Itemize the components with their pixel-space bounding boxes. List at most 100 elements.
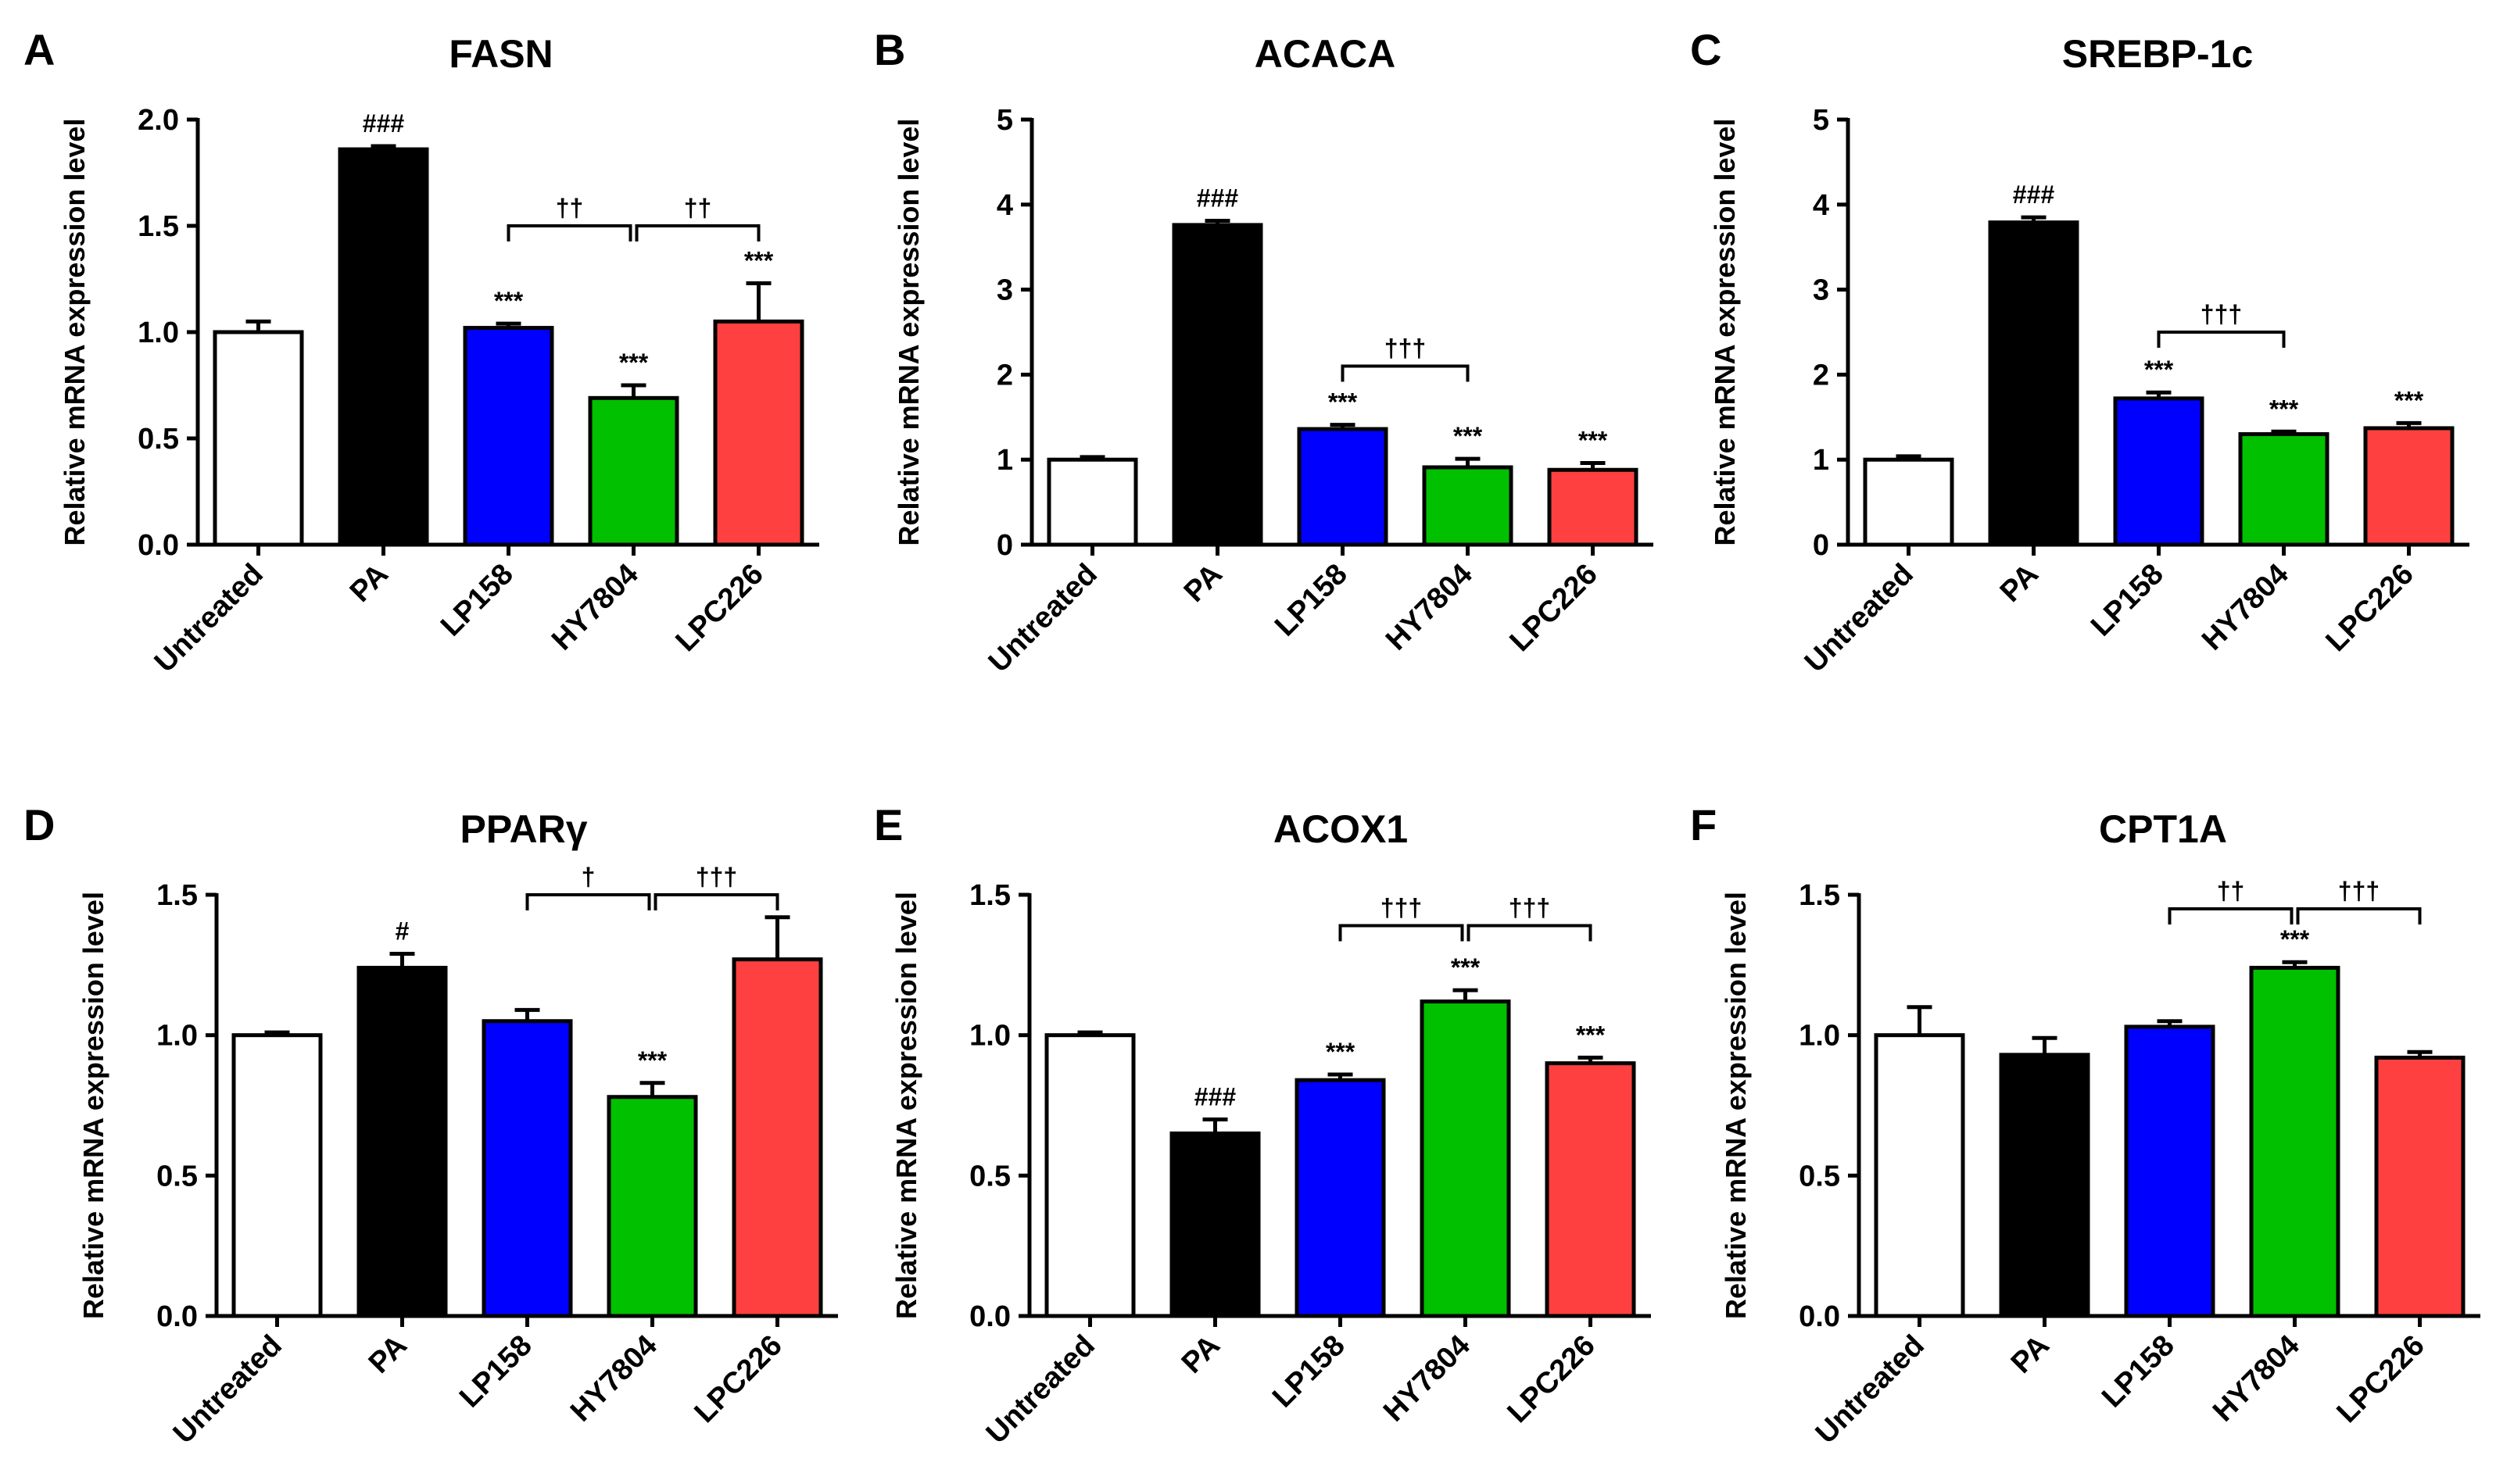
bracket-label: †† xyxy=(556,194,584,222)
significance-label: ### xyxy=(1197,184,1239,212)
bracket-label: ††† xyxy=(1509,894,1550,922)
panel-letter: B xyxy=(874,25,905,74)
bracket-label: ††† xyxy=(696,863,737,891)
y-tick-label: 1.0 xyxy=(1799,1020,1840,1053)
bar-lpc226 xyxy=(732,957,823,1318)
bar-pa xyxy=(1988,220,2079,547)
bracket-label: ††† xyxy=(2201,300,2242,328)
y-tick-label: 0 xyxy=(997,529,1013,562)
chart-title: ACACA xyxy=(1255,32,1396,76)
y-axis-label: Relative mRNA expression level xyxy=(893,119,925,546)
chart-title: FASN xyxy=(449,32,553,76)
significance-bracket xyxy=(1341,364,1470,382)
significance-label: *** xyxy=(1328,388,1358,417)
chart-title: CPT1A xyxy=(2099,807,2227,851)
bar-pa xyxy=(356,965,448,1318)
x-tick-label: HY7804 xyxy=(564,1329,664,1429)
panel-letter: A xyxy=(23,25,55,74)
significance-label: ### xyxy=(2013,181,2055,209)
bar-untreated xyxy=(1044,1033,1136,1318)
x-tick-label: PA xyxy=(1178,558,1229,609)
x-tick-label: PA xyxy=(344,558,395,609)
panel-letter: E xyxy=(874,800,903,849)
y-tick-label: 1 xyxy=(1813,444,1829,477)
y-tick-label: 5 xyxy=(997,104,1013,137)
bar-hy7804 xyxy=(1420,999,1511,1318)
bar-untreated xyxy=(1863,457,1954,547)
significance-label: *** xyxy=(1576,1021,1606,1049)
y-tick-label: 0.5 xyxy=(138,423,179,456)
x-tick-label: Untreated xyxy=(167,1329,288,1450)
panel-letter: D xyxy=(23,800,55,849)
significance-label: *** xyxy=(2394,386,2424,414)
bar-lp158 xyxy=(482,1019,573,1318)
bracket-label: ††† xyxy=(1384,334,1426,363)
x-tick-label: LPC226 xyxy=(2320,558,2420,658)
chart-panel-a: A FASN Relative mRNA expression level Untre… xyxy=(23,25,819,679)
bar-pa xyxy=(1999,1053,2090,1318)
bar-lpc226 xyxy=(1545,1061,1636,1318)
x-tick-label: LPC226 xyxy=(1504,558,1604,658)
chart-title: ACOX1 xyxy=(1273,807,1408,851)
significance-bracket xyxy=(507,224,632,241)
bar-hy7804 xyxy=(1422,465,1513,547)
y-axis-label: Relative mRNA expression level xyxy=(59,119,91,546)
x-tick-label: HY7804 xyxy=(546,558,645,657)
y-tick-label: 1.5 xyxy=(1799,879,1840,912)
bracket-label: † xyxy=(582,863,596,891)
significance-label: *** xyxy=(744,246,774,274)
bar-lp158 xyxy=(1295,1078,1386,1318)
significance-label: *** xyxy=(2280,925,2310,953)
significance-label: *** xyxy=(1578,427,1608,455)
y-tick-label: 1.5 xyxy=(138,210,179,243)
significance-label: *** xyxy=(2269,395,2299,423)
bar-hy7804 xyxy=(588,395,679,547)
x-tick-label: Untreated xyxy=(149,558,270,679)
y-axis-label: Relative mRNA expression level xyxy=(77,892,109,1319)
significance-label: *** xyxy=(2144,356,2174,384)
chart-panel-b: B ACACA Relative mRNA expression level Untr… xyxy=(874,25,1653,679)
x-tick-label: HY7804 xyxy=(2196,558,2295,657)
y-tick-label: 1.0 xyxy=(969,1020,1011,1053)
significance-label: *** xyxy=(619,349,649,377)
x-tick-label: LP158 xyxy=(453,1329,539,1414)
x-tick-label: LPC226 xyxy=(670,558,770,658)
x-tick-label: LPC226 xyxy=(689,1329,789,1429)
x-tick-label: LP158 xyxy=(2085,558,2170,643)
panel-letter: F xyxy=(1690,800,1717,849)
significance-bracket xyxy=(654,893,779,910)
chart-panel-f: F CPT1A Relative mRNA expression level Untr… xyxy=(1690,800,2480,1450)
significance-bracket xyxy=(635,224,761,241)
y-axis-label: Relative mRNA expression level xyxy=(1720,892,1752,1319)
x-tick-label: LPC226 xyxy=(2331,1329,2431,1429)
panel-letter: C xyxy=(1690,25,1721,74)
bar-untreated xyxy=(231,1033,323,1318)
chart-panel-e: E ACOX1 Relative mRNA expression level Untr… xyxy=(874,800,1651,1450)
y-tick-label: 1.5 xyxy=(156,879,198,912)
y-axis-label: Relative mRNA expression level xyxy=(1709,119,1741,546)
x-tick-label: Untreated xyxy=(1810,1329,1931,1450)
x-tick-label: HY7804 xyxy=(2207,1329,2306,1429)
y-tick-label: 3 xyxy=(1813,274,1829,307)
y-tick-label: 2 xyxy=(1813,359,1829,392)
y-tick-label: 0.5 xyxy=(1799,1160,1840,1193)
x-tick-label: PA xyxy=(1994,558,2045,609)
x-tick-label: HY7804 xyxy=(1377,1329,1477,1429)
y-tick-label: 1.0 xyxy=(156,1020,198,1053)
significance-label: ### xyxy=(1194,1082,1237,1110)
bar-lp158 xyxy=(2113,396,2204,547)
significance-label: *** xyxy=(494,287,524,315)
x-tick-label: LPC226 xyxy=(1502,1329,1602,1429)
y-tick-label: 2 xyxy=(997,359,1013,392)
significance-label: ### xyxy=(363,109,405,138)
y-tick-label: 1 xyxy=(997,444,1013,477)
significance-bracket xyxy=(2296,906,2422,924)
x-tick-label: LP158 xyxy=(435,558,520,643)
y-tick-label: 5 xyxy=(1813,104,1829,137)
bar-lpc226 xyxy=(2363,426,2455,547)
bar-untreated xyxy=(213,330,304,547)
significance-bracket xyxy=(2168,906,2294,924)
y-tick-label: 0 xyxy=(1813,529,1829,562)
bar-hy7804 xyxy=(2249,965,2340,1318)
chart-title: PPARγ xyxy=(460,807,587,851)
